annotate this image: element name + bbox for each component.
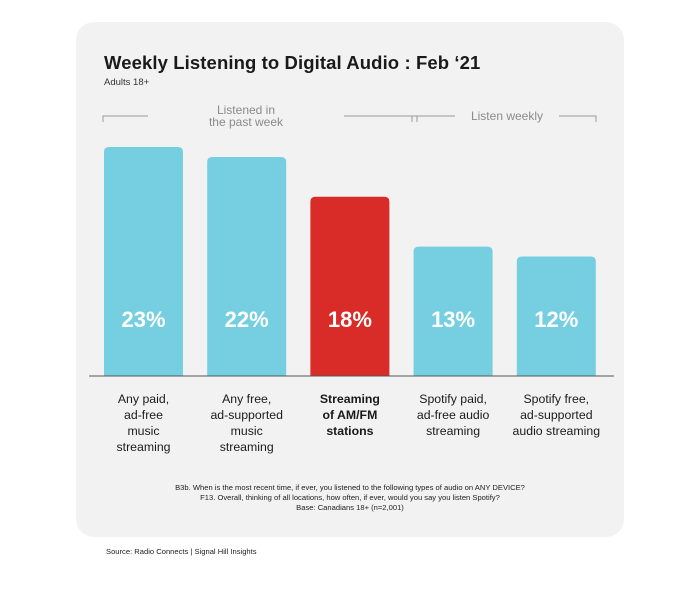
category-label-line: Any paid, (117, 392, 170, 406)
footnote-line: F13. Overall, thinking of all locations,… (200, 493, 500, 502)
category-label-line: stations (326, 424, 374, 438)
bars: 23% 22% 18% 13% 12% (104, 147, 596, 376)
bar-value-label: 13% (431, 307, 475, 332)
category-label-line: ad-supported (210, 408, 283, 422)
group-bracket-line (559, 115, 597, 122)
chart-card: Weekly Listening to Digital Audio : Feb … (76, 22, 624, 537)
source-note: Source: Radio Connects | Signal Hill Ins… (106, 547, 257, 556)
category-label-line: music (127, 424, 160, 438)
chart-title: Weekly Listening to Digital Audio : Feb … (104, 52, 481, 73)
chart-subtitle: Adults 18+ (104, 77, 150, 88)
bar-value-label: 18% (328, 307, 372, 332)
bar-value-label: 22% (225, 307, 269, 332)
footnotes: B3b. When is the most recent time, if ev… (76, 483, 624, 513)
group-bracket-line (411, 115, 455, 122)
bar (207, 156, 287, 376)
category-label: Spotify free, ad-supported audio streaming (501, 391, 611, 439)
bar-value-label: 23% (121, 307, 165, 332)
category-label: Any free, ad-supported music streaming (192, 391, 302, 455)
bar (516, 256, 596, 376)
category-label-line: music (230, 424, 263, 438)
category-label-line: of AM/FM (322, 408, 378, 422)
category-label-line: ad-free audio (416, 408, 490, 422)
group-label: Listened in (217, 103, 275, 117)
category-label: Streaming of AM/FM stations (295, 391, 405, 439)
bar-value-label: 12% (534, 307, 578, 332)
category-label: Any paid, ad-free music streaming (89, 391, 199, 455)
category-label-line: ad-free (124, 408, 163, 422)
category-label-line: audio streaming (512, 424, 601, 438)
category-label-line: Spotify free, (523, 392, 590, 406)
bar (310, 196, 390, 376)
group-label: Listen weekly (471, 109, 543, 123)
category-label-line: streaming (426, 424, 481, 438)
category-label-line: Any free, (222, 392, 272, 406)
bar (413, 246, 493, 376)
category-label-line: streaming (219, 440, 274, 454)
bar (104, 147, 183, 376)
group-bracket-line (102, 115, 148, 122)
group-bracket-line (344, 115, 418, 122)
category-label-line: Spotify paid, (419, 392, 487, 406)
footnote-line: B3b. When is the most recent time, if ev… (175, 483, 525, 492)
category-label-line: ad-supported (520, 408, 593, 422)
category-label-line: Streaming (319, 392, 380, 406)
category-label-line: streaming (116, 440, 171, 454)
footnote-line: Base: Canadians 18+ (n=2,001) (296, 503, 404, 512)
category-label: Spotify paid, ad-free audio streaming (398, 391, 508, 439)
group-label: the past week (209, 115, 284, 129)
